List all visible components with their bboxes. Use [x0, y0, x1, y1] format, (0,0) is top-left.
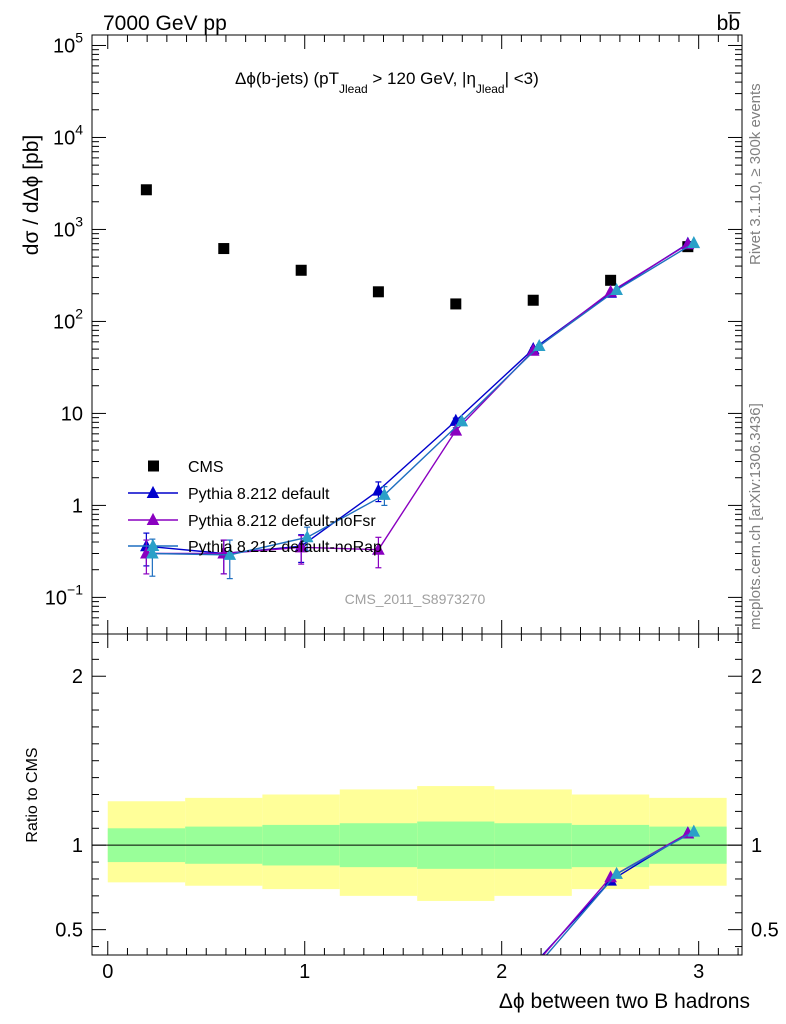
ratio-point	[687, 824, 701, 837]
main-chart-title: Δϕ(b-jets) (pTJlead > 120 GeV, |ηJlead| …	[235, 69, 539, 96]
mcplots-reference-label: mcplots.cern.ch [arXiv:1306.3436]	[747, 403, 764, 630]
ratio-panel: 0.5 0.5 1 1 2 2 0 1 2 3 Ratio to CMS Δϕ between t…	[24, 633, 779, 1013]
x-tick-label: 3	[693, 961, 704, 983]
collision-energy-label: 7000 GeV pp	[103, 12, 227, 35]
main-y-tick-label: 105	[53, 29, 83, 57]
inner-band-segment	[494, 823, 572, 869]
series-line	[146, 243, 689, 555]
series-point	[372, 483, 385, 496]
series-norap	[146, 236, 701, 580]
x-tick-label: 1	[299, 961, 310, 983]
ratio-y-axis-label: Ratio to CMS	[24, 747, 41, 842]
main-y-tick-label: 103	[53, 213, 83, 241]
series-point	[146, 546, 159, 559]
legend-label: Pythia 8.212 default	[188, 486, 330, 503]
uncertainty-bands	[92, 786, 742, 901]
series-point	[300, 530, 314, 543]
legend-marker	[146, 485, 160, 498]
cms-point	[372, 286, 384, 298]
legend-label: CMS	[188, 459, 224, 476]
cms-point	[295, 264, 307, 276]
main-y-axis-label: dσ / dΔϕ [pb]	[20, 135, 43, 255]
series-point	[378, 487, 391, 500]
legend: CMS Pythia 8.212 default Pythia 8.212 defa…	[128, 459, 382, 556]
series-point	[687, 236, 701, 249]
main-y-tick-label: 102	[53, 305, 83, 333]
main-y-tick-label: 1	[72, 495, 83, 517]
series-line	[146, 243, 689, 555]
ratio-tick-labels: 0.5 0.5 1 1 2 2 0 1 2 3	[55, 666, 779, 983]
cms-point	[605, 274, 617, 286]
legend-marker	[146, 538, 160, 551]
ratio-y-tick-label-right: 0.5	[751, 920, 779, 942]
series-line	[152, 242, 695, 556]
ratio-point	[610, 866, 623, 879]
series-point	[294, 540, 308, 553]
ratio-data-series	[541, 824, 701, 955]
series-point	[610, 282, 623, 295]
series-point	[372, 542, 385, 555]
ratio-y-tick-label-right: 1	[751, 835, 762, 857]
x-tick-label: 0	[102, 961, 113, 983]
x-axis-label: Δϕ between two B hadrons	[499, 990, 750, 1013]
cms-point	[527, 294, 539, 306]
main-data-series	[140, 184, 701, 580]
legend-marker	[146, 512, 160, 525]
series-point	[223, 547, 237, 560]
main-y-tick-label: 10−1	[45, 581, 83, 609]
ratio-series-line	[545, 824, 701, 955]
cms-point	[218, 243, 230, 255]
legend-label: Pythia 8.212 default-noRap	[188, 539, 382, 556]
main-y-tick-label: 104	[53, 121, 83, 149]
series-point	[455, 414, 469, 427]
ratio-y-tick-label: 1	[72, 835, 83, 857]
analysis-watermark: CMS_2011_S8973270	[345, 591, 486, 607]
legend-label: Pythia 8.212 default-noFsr	[188, 513, 376, 530]
series-point	[532, 338, 546, 352]
cms-point	[140, 184, 152, 196]
main-axis-ticks	[92, 35, 742, 635]
main-y-tick-label: 10	[61, 403, 83, 425]
x-tick-label: 2	[496, 961, 507, 983]
legend-marker-cms	[148, 460, 159, 472]
inner-band-segment	[571, 824, 650, 868]
ratio-y-tick-label: 0.5	[55, 920, 83, 942]
cms-point	[450, 298, 462, 310]
ratio-axis-ticks	[92, 634, 742, 955]
process-label: bb̅	[717, 12, 742, 35]
ratio-y-tick-label-right: 2	[751, 666, 762, 688]
rivet-version-label: Rivet 3.1.10, ≥ 300k events	[747, 83, 764, 265]
ratio-y-tick-label: 2	[72, 666, 83, 688]
